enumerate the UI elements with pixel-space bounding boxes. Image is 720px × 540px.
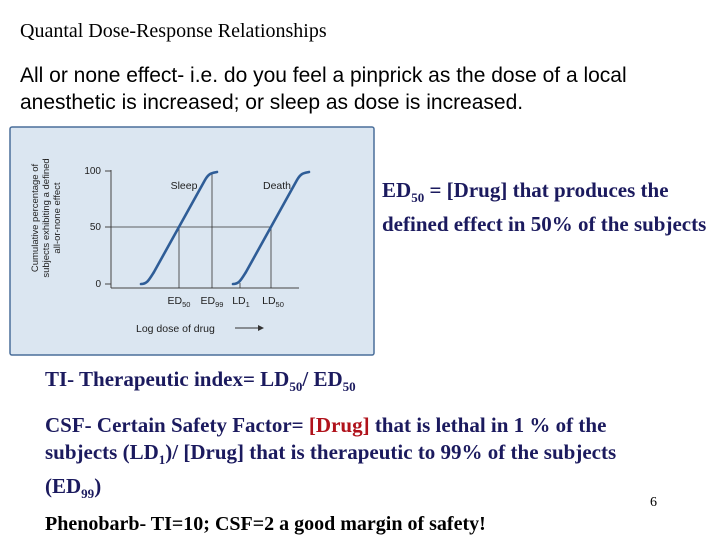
x-marker-ed50: ED50 xyxy=(168,295,191,309)
ylabel-line-3: all-or-none effect xyxy=(52,182,63,253)
ed50-definition: ED50 = [Drug] that produces the defined … xyxy=(382,177,717,238)
phenobarb-note: Phenobarb- TI=10; CSF=2 a good margin of… xyxy=(45,513,486,535)
x-marker-ld1: LD1 xyxy=(232,295,250,309)
ylabel-line-1: Cumulative percentage of xyxy=(30,164,41,273)
x-marker-ld50: LD50 xyxy=(262,295,284,309)
page-number: 6 xyxy=(650,495,657,510)
csf-thera-drug: [Drug] xyxy=(183,440,244,464)
ed50-definition-text: = [Drug] that produces the defined effec… xyxy=(382,178,707,237)
y-tick-label-50: 50 xyxy=(90,222,102,233)
csf-thera-text: that is therapeutic to 99% of the subjec… xyxy=(45,440,617,499)
csf-lethal-text: that is lethal in 1 % of the subjects (L… xyxy=(45,413,607,464)
csf-prefix: CSF- Certain Safety Factor= xyxy=(45,413,309,437)
ylabel-line-2: subjects exhibiting a defined xyxy=(41,158,52,277)
csf-lethal-subscript: 1 xyxy=(158,452,166,468)
ti-ld-subscript: 50 xyxy=(289,379,303,395)
ed50-term: ED xyxy=(382,178,412,202)
y-tick-label-100: 100 xyxy=(84,166,101,177)
csf-thera-end: ) xyxy=(94,474,102,499)
csf-lethal-drug: [Drug] xyxy=(308,413,370,437)
csf-lethal-end: )/ xyxy=(165,440,184,464)
y-axis-title: Cumulative percentage of subjects exhibi… xyxy=(30,158,63,277)
death-curve-label: Death xyxy=(263,180,291,192)
death-curve xyxy=(231,170,311,286)
csf-thera-subscript: 99 xyxy=(81,486,95,502)
sleep-curve xyxy=(139,170,219,286)
figure-panel xyxy=(9,126,375,356)
ed50-term-subscript: 50 xyxy=(411,190,425,206)
sleep-curve-label: Sleep xyxy=(171,180,198,192)
slide-title: Quantal Dose-Response Relationships xyxy=(20,20,327,42)
intro-text: All or none effect- i.e. do you feel a p… xyxy=(20,64,627,114)
ti-mid: / ED xyxy=(302,367,343,391)
ti-ed-subscript: 50 xyxy=(342,379,356,395)
x-axis-title: Log dose of drug xyxy=(136,323,215,335)
certain-safety-factor-text: CSF- Certain Safety Factor= [Drug] that … xyxy=(45,412,675,507)
quantal-dose-response-figure: Cumulative percentage of subjects exhibi… xyxy=(9,126,375,356)
ti-prefix: TI- Therapeutic index= LD xyxy=(45,367,290,391)
y-tick-label-0: 0 xyxy=(95,279,101,290)
x-axis-arrow-head xyxy=(258,325,264,331)
therapeutic-index-line: TI- Therapeutic index= LD50/ ED50 xyxy=(45,367,356,395)
x-marker-ed99: ED99 xyxy=(201,295,224,309)
